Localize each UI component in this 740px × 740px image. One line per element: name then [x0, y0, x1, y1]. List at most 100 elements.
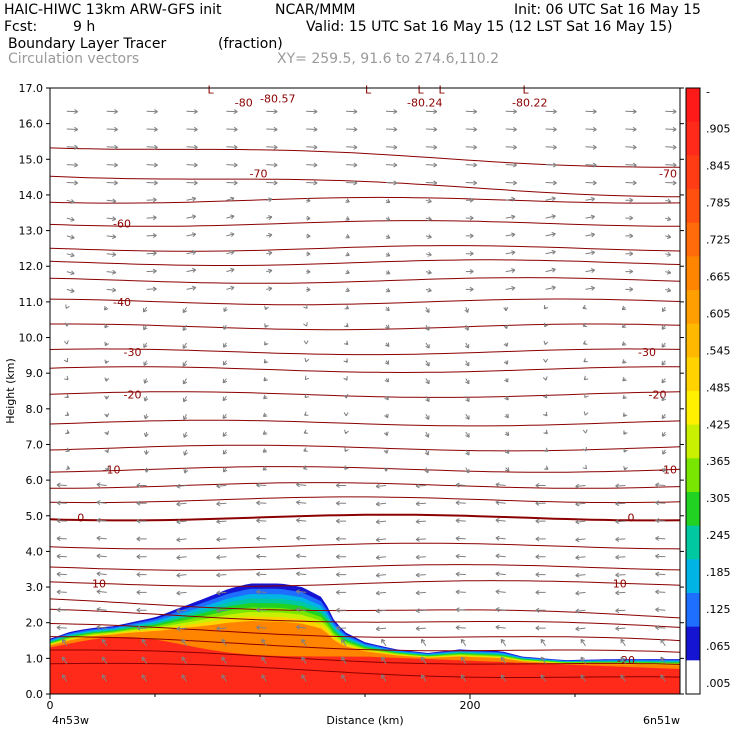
vector-arrow	[226, 214, 235, 220]
vector-arrow	[176, 572, 187, 578]
vector-arrow	[425, 396, 430, 403]
vector-arrow	[495, 535, 506, 541]
vector-arrow	[221, 638, 227, 647]
vector-arrow	[344, 447, 349, 452]
vector-arrow	[344, 429, 349, 435]
isotherm-line	[49, 608, 681, 628]
vector-arrow	[186, 250, 197, 255]
contour-label: -30	[638, 346, 656, 359]
vector-arrow	[665, 234, 672, 239]
vector-arrow	[96, 500, 107, 505]
vector-arrow	[186, 232, 197, 238]
vector-arrow	[104, 430, 109, 436]
vector-arrow	[425, 180, 438, 186]
vector-arrow	[186, 144, 198, 150]
vector-arrow	[665, 287, 672, 293]
colorbar-label: -	[706, 86, 710, 99]
isotherm-line	[49, 391, 681, 398]
vector-arrow	[343, 376, 348, 381]
isotherm-line	[49, 366, 680, 374]
vector-arrow	[625, 144, 637, 150]
vector-arrow	[535, 554, 546, 560]
vector-arrow	[104, 413, 110, 418]
vector-arrow	[106, 198, 117, 204]
vector-arrow	[535, 482, 546, 488]
vector-arrow	[335, 589, 347, 595]
low-marker: L	[208, 83, 215, 96]
colorbar-swatch	[686, 256, 700, 291]
vector-arrow	[262, 412, 268, 417]
isotherm-line	[49, 419, 681, 427]
isotherm-line	[49, 542, 681, 550]
vector-arrow	[655, 571, 666, 577]
vector-arrow	[625, 162, 637, 168]
vector-arrow	[226, 126, 238, 132]
vector-arrow	[582, 322, 588, 328]
vector-arrow	[306, 180, 318, 186]
vector-arrow	[181, 638, 187, 647]
vector-arrow	[381, 674, 387, 682]
vector-arrow	[341, 656, 347, 664]
vector-arrow	[535, 607, 546, 613]
vector-arrow	[343, 340, 349, 346]
vector-arrow	[346, 162, 358, 168]
vector-arrow	[425, 287, 432, 293]
vector-arrow	[101, 674, 108, 682]
x-right-endpoint: 6n51w	[643, 714, 680, 727]
vector-arrow	[535, 625, 546, 631]
vector-arrow	[304, 411, 309, 416]
vector-arrow	[543, 358, 549, 363]
vector-arrow	[222, 431, 228, 437]
vector-arrow	[104, 448, 109, 454]
vector-arrow	[505, 285, 516, 291]
vector-arrow	[662, 449, 667, 455]
colorbar-swatch	[686, 626, 700, 661]
vector-arrow	[661, 360, 666, 366]
vector-arrow	[345, 216, 350, 221]
vector-arrow	[106, 269, 117, 275]
vector-arrow	[465, 197, 474, 203]
vector-arrow	[96, 482, 107, 488]
vector-arrow	[216, 626, 227, 632]
vector-arrow	[186, 196, 197, 202]
vector-arrow	[56, 518, 67, 524]
vector-arrow	[306, 215, 311, 221]
vector-arrow	[61, 674, 68, 682]
vector-arrow	[266, 144, 278, 150]
vector-arrow	[344, 465, 349, 470]
vector-arrow	[343, 412, 349, 417]
y-tick-label: 1.0	[26, 652, 44, 665]
vector-arrow	[500, 656, 507, 664]
vector-arrow	[505, 232, 516, 238]
vector-arrow	[296, 517, 307, 523]
vector-arrow	[665, 216, 672, 222]
vector-arrow	[256, 518, 267, 524]
vector-arrow	[375, 626, 387, 632]
vector-arrow	[146, 250, 157, 256]
vector-arrow	[146, 215, 157, 221]
vector-arrow	[615, 625, 626, 631]
vector-arrow	[261, 656, 267, 664]
vector-arrow	[66, 199, 75, 204]
vector-arrow	[221, 656, 227, 664]
vector-arrow	[64, 393, 69, 399]
init-time: Init: 06 UTC Sat 16 May 15	[514, 2, 701, 18]
vector-arrow	[104, 359, 110, 364]
isotherm-line	[49, 245, 681, 252]
overlay-name: Circulation vectors	[8, 51, 140, 67]
isotherm-line	[49, 196, 681, 204]
vector-arrow	[106, 252, 117, 257]
vector-arrow	[345, 287, 350, 292]
vector-arrow	[335, 572, 347, 578]
vector-arrow	[545, 232, 556, 237]
vector-arrow	[296, 553, 307, 559]
colorbar-label: .005	[706, 677, 731, 690]
colorbar-swatch	[686, 593, 700, 628]
vector-arrow	[345, 251, 350, 257]
vector-arrow	[264, 323, 269, 328]
vector-arrow	[621, 341, 627, 346]
y-tick-label: 0.0	[26, 688, 44, 701]
vector-arrow	[425, 360, 430, 367]
vector-arrow	[625, 109, 637, 115]
vector-arrow	[226, 267, 235, 273]
